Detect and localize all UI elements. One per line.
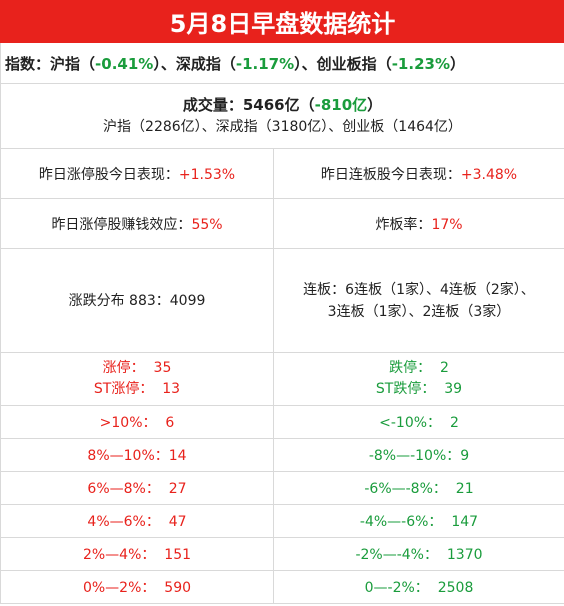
limit-count-row: 涨停： 35 ST涨停： 13 跌停： 2 ST跌停： 39 — [0, 352, 564, 406]
index-name-sh: 沪指 — [50, 54, 81, 73]
index-sep-2: 、 — [301, 54, 317, 73]
bucket-row: 4%—6%： 47 -4%—-6%： 147 — [0, 504, 564, 538]
bucket-down-label: 0—-2%： — [364, 580, 429, 596]
money-effect-label: 昨日涨停股赚钱效应： — [51, 216, 192, 233]
index-summary: 指数：沪指（-0.41%）、深成指（-1.17%）、创业板指（-1.23%） — [0, 42, 564, 84]
effect-row: 昨日涨停股赚钱效应：55% 炸板率：17% — [0, 198, 564, 249]
bucket-up-label: 2%—4%： — [82, 547, 156, 563]
money-effect-value: 55% — [191, 216, 223, 233]
bucket-down-cell: -2%—-4%： 1370 — [273, 537, 564, 571]
bucket-up-value: 6 — [165, 415, 175, 431]
index-sep-1: 、 — [160, 54, 176, 73]
bucket-up-cell: >10%： 6 — [0, 405, 274, 439]
bucket-up-value: 590 — [164, 580, 192, 596]
index-prefix: 指数： — [5, 54, 51, 73]
bucket-down-value: 2 — [449, 415, 459, 431]
limit-down-cell: 跌停： 2 ST跌停： 39 — [273, 352, 564, 406]
bucket-up-label: 8%—10%： — [87, 448, 169, 464]
bucket-up-cell: 4%—6%： 47 — [0, 504, 274, 538]
limit-down-line: 跌停： 2 — [274, 358, 564, 379]
bucket-down-label: <-10%： — [379, 415, 442, 431]
index-row: 指数：沪指（-0.41%）、深成指（-1.17%）、创业板指（-1.23%） — [0, 42, 564, 84]
limit-down-value: 2 — [439, 360, 449, 376]
bucket-down-cell: -6%—-8%： 21 — [273, 471, 564, 505]
bucket-up-label: >10%： — [99, 415, 157, 431]
bucket-up-label: 0%—2%： — [82, 580, 156, 596]
st-limit-down-value: 39 — [444, 381, 463, 397]
yesterday-board-cell: 昨日连板股今日表现：+3.48% — [273, 148, 564, 199]
st-limit-down-line: ST跌停： 39 — [274, 379, 564, 400]
volume-amount: 5466亿 — [242, 96, 300, 114]
st-limit-up-label: ST涨停： — [93, 381, 154, 397]
bucket-up-cell: 0%—2%： 590 — [0, 570, 274, 604]
break-rate-value: 17% — [431, 216, 463, 233]
bucket-down-cell: -4%—-6%： 147 — [273, 504, 564, 538]
bucket-row: 2%—4%： 151 -2%—-4%： 1370 — [0, 537, 564, 571]
yesterday-board-value: +3.48% — [460, 166, 518, 183]
bucket-up-value: 27 — [168, 481, 187, 497]
bucket-up-value: 151 — [164, 547, 192, 563]
yesterday-limit-label: 昨日涨停股今日表现： — [38, 166, 179, 183]
limit-up-line: 涨停： 35 — [1, 358, 273, 379]
volume-detail: 沪指（2286亿）、深成指（3180亿）、创业板（1464亿） — [103, 119, 462, 135]
bucket-down-cell: 0—-2%： 2508 — [273, 570, 564, 604]
bucket-up-cell: 8%—10%：14 — [0, 438, 274, 472]
title-row: 5月8日早盘数据统计 — [0, 0, 564, 43]
index-value-cyb: -1.23% — [391, 54, 450, 73]
bucket-down-cell: <-10%： 2 — [273, 405, 564, 439]
limit-up-value: 35 — [153, 360, 172, 376]
bucket-up-label: 6%—8%： — [87, 481, 160, 497]
break-rate-cell: 炸板率：17% — [273, 198, 564, 249]
boards-line-1: 连板：6连板（1家）、4连板（2家）、 — [303, 281, 535, 298]
bucket-down-label: -4%—-6%： — [359, 514, 443, 530]
volume-change: -810亿 — [314, 96, 368, 114]
bucket-down-value: 21 — [455, 481, 474, 497]
bucket-up-value: 14 — [168, 448, 187, 464]
bucket-up-value: 47 — [168, 514, 187, 530]
yesterday-limit-value: +1.53% — [178, 166, 236, 183]
distribution-row: 涨跌分布 883：4099 连板：6连板（1家）、4连板（2家）、 3连板（1家… — [0, 248, 564, 353]
limit-up-label: 涨停： — [102, 360, 145, 376]
index-value-sz: -1.17% — [235, 54, 295, 73]
performance-row: 昨日涨停股今日表现：+1.53% 昨日连板股今日表现：+3.48% — [0, 148, 564, 199]
bucket-up-label: 4%—6%： — [87, 514, 160, 530]
bucket-row: 6%—8%： 27 -6%—-8%： 21 — [0, 471, 564, 505]
bucket-down-cell: -8%—-10%：9 — [273, 438, 564, 472]
page-title: 5月8日早盘数据统计 — [0, 0, 564, 43]
break-rate-label: 炸板率： — [375, 216, 432, 233]
limit-down-label: 跌停： — [389, 360, 432, 376]
bucket-down-value: 9 — [460, 448, 470, 464]
bucket-down-value: 2508 — [437, 580, 474, 596]
boards-cell: 连板：6连板（1家）、4连板（2家）、 3连板（1家）、2连板（3家） — [273, 248, 564, 353]
index-name-sz: 深成指 — [175, 54, 221, 73]
distribution-cell: 涨跌分布 883：4099 — [0, 248, 274, 353]
bucket-row: >10%： 6 <-10%： 2 — [0, 405, 564, 439]
bucket-up-cell: 2%—4%： 151 — [0, 537, 274, 571]
yesterday-board-label: 昨日连板股今日表现： — [320, 166, 461, 183]
boards-line-2: 3连板（1家）、2连板（3家） — [327, 303, 511, 320]
index-name-cyb: 创业板指 — [316, 54, 377, 73]
st-limit-up-value: 13 — [162, 381, 181, 397]
bucket-down-value: 1370 — [446, 547, 483, 563]
volume-row: 成交量：5466亿（-810亿） 沪指（2286亿）、深成指（3180亿）、创业… — [0, 83, 564, 149]
volume-cell: 成交量：5466亿（-810亿） 沪指（2286亿）、深成指（3180亿）、创业… — [0, 83, 564, 149]
st-limit-down-label: ST跌停： — [375, 381, 436, 397]
index-value-sh: -0.41% — [95, 54, 154, 73]
bucket-down-label: -6%—-8%： — [364, 481, 447, 497]
volume-label: 成交量： — [182, 96, 243, 114]
money-effect-cell: 昨日涨停股赚钱效应：55% — [0, 198, 274, 249]
bucket-row: 8%—10%：14 -8%—-10%：9 — [0, 438, 564, 472]
bucket-down-label: -2%—-4%： — [355, 547, 438, 563]
bucket-up-cell: 6%—8%： 27 — [0, 471, 274, 505]
st-limit-up-line: ST涨停： 13 — [1, 379, 273, 400]
bucket-down-label: -8%—-10%： — [368, 448, 461, 464]
limit-up-cell: 涨停： 35 ST涨停： 13 — [0, 352, 274, 406]
volume-headline: 成交量：5466亿（-810亿） — [182, 96, 383, 114]
bucket-row: 0%—2%： 590 0—-2%： 2508 — [0, 570, 564, 604]
yesterday-limit-cell: 昨日涨停股今日表现：+1.53% — [0, 148, 274, 199]
bucket-down-value: 147 — [451, 514, 479, 530]
